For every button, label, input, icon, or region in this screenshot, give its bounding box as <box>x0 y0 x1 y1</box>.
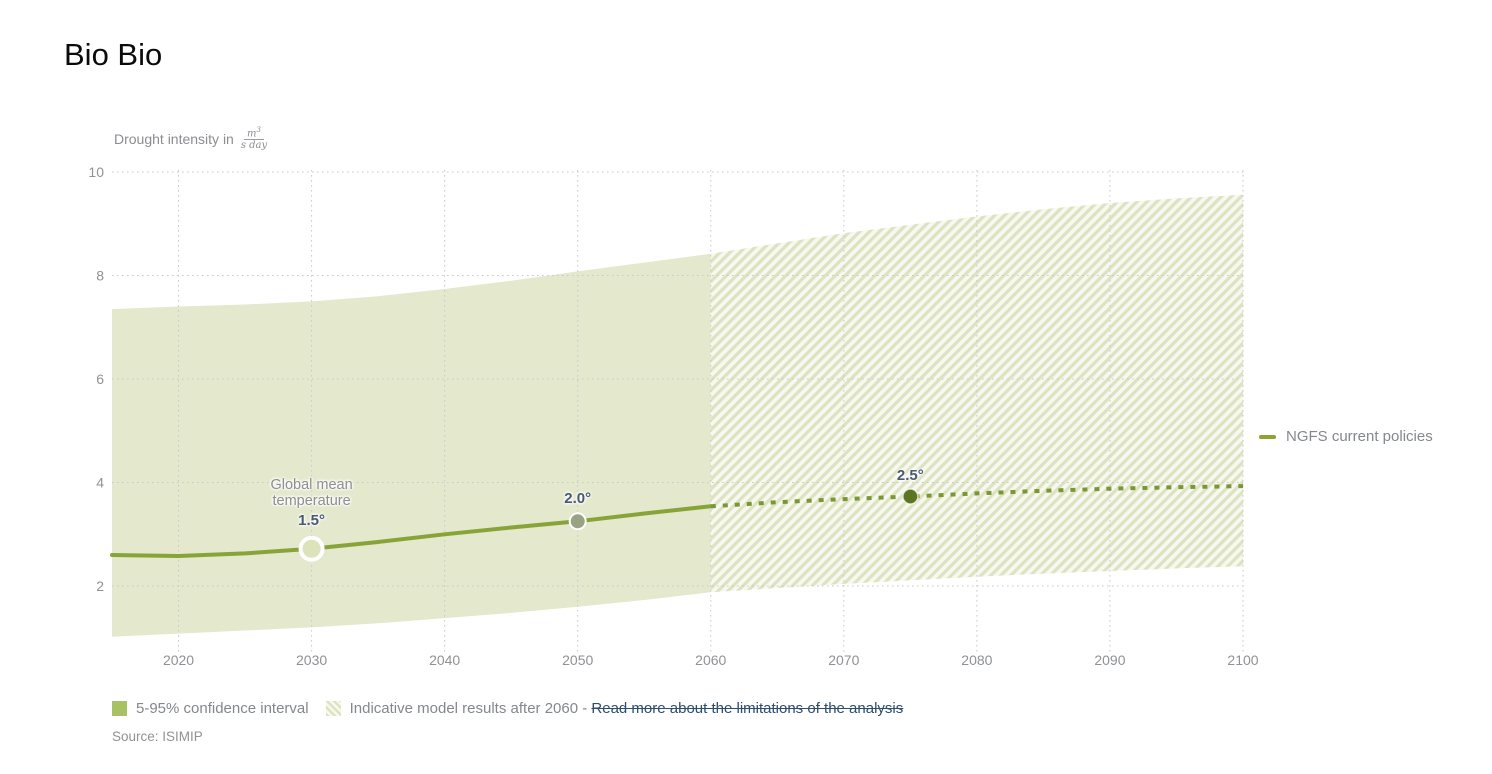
gridlines <box>112 170 1244 655</box>
page-title: Bio Bio <box>64 36 163 72</box>
y-axis-unit-label: Drought intensity in m3 s day <box>114 126 268 152</box>
series-marker-1 <box>570 514 585 529</box>
svg-text:4: 4 <box>96 475 104 491</box>
svg-text:2030: 2030 <box>296 652 327 668</box>
svg-text:2: 2 <box>96 578 104 594</box>
svg-text:2070: 2070 <box>828 652 859 668</box>
svg-text:2080: 2080 <box>961 652 992 668</box>
svg-text:2100: 2100 <box>1227 652 1258 668</box>
svg-text:6: 6 <box>96 371 104 387</box>
series-line-solid <box>110 504 713 559</box>
legend-bottom: 5-95% confidence interval Indicative mod… <box>112 700 903 717</box>
unit-fraction: m3 s day <box>240 126 268 152</box>
temp-label-2: 2.5° <box>896 467 924 485</box>
solid-swatch-icon <box>112 701 127 716</box>
svg-text:2050: 2050 <box>562 652 593 668</box>
line-swatch-icon <box>1259 434 1276 439</box>
unit-fraction-denominator: s day <box>240 140 268 152</box>
source-note: Source: ISIMIP <box>112 729 203 744</box>
confidence-band-solid <box>112 253 711 637</box>
svg-text:10: 10 <box>88 164 104 180</box>
svg-text:2060: 2060 <box>695 652 726 668</box>
series-marker-0 <box>298 535 325 562</box>
svg-text:8: 8 <box>96 268 104 284</box>
svg-text:2040: 2040 <box>429 652 460 668</box>
svg-text:2090: 2090 <box>1094 652 1125 668</box>
legend-indicative-results: Indicative model results after 2060 - Re… <box>325 700 904 717</box>
series-marker-2 <box>902 488 919 505</box>
legend-ngfs-current-policies[interactable]: NGFS current policies <box>1259 428 1433 445</box>
unit-fraction-numerator: m3 <box>244 126 264 141</box>
series-line-dashed <box>710 484 1244 509</box>
temp-label-1: 2.0° <box>564 490 592 508</box>
temp-label-0: 1.5° <box>298 511 326 529</box>
confidence-band-hatched <box>710 194 1243 593</box>
indicative-results-label: Indicative model results after 2060 - Re… <box>349 700 904 717</box>
limitations-link[interactable]: Read more about the limitations of the a… <box>591 700 904 717</box>
global-mean-annotation: Global mean temperature <box>270 477 353 509</box>
hatch-swatch-icon <box>325 701 341 716</box>
confidence-interval-label: 5-95% confidence interval <box>136 700 309 717</box>
legend-right-label: NGFS current policies <box>1286 428 1433 445</box>
axis-tick-labels: 2020 2030 2040 2050 2060 2070 2080 2090 2100 2 4 6 8… <box>88 164 1258 668</box>
svg-text:2020: 2020 <box>163 652 194 668</box>
y-axis-unit-prefix: Drought intensity in <box>114 131 234 148</box>
legend-confidence-interval: 5-95% confidence interval <box>112 700 309 717</box>
